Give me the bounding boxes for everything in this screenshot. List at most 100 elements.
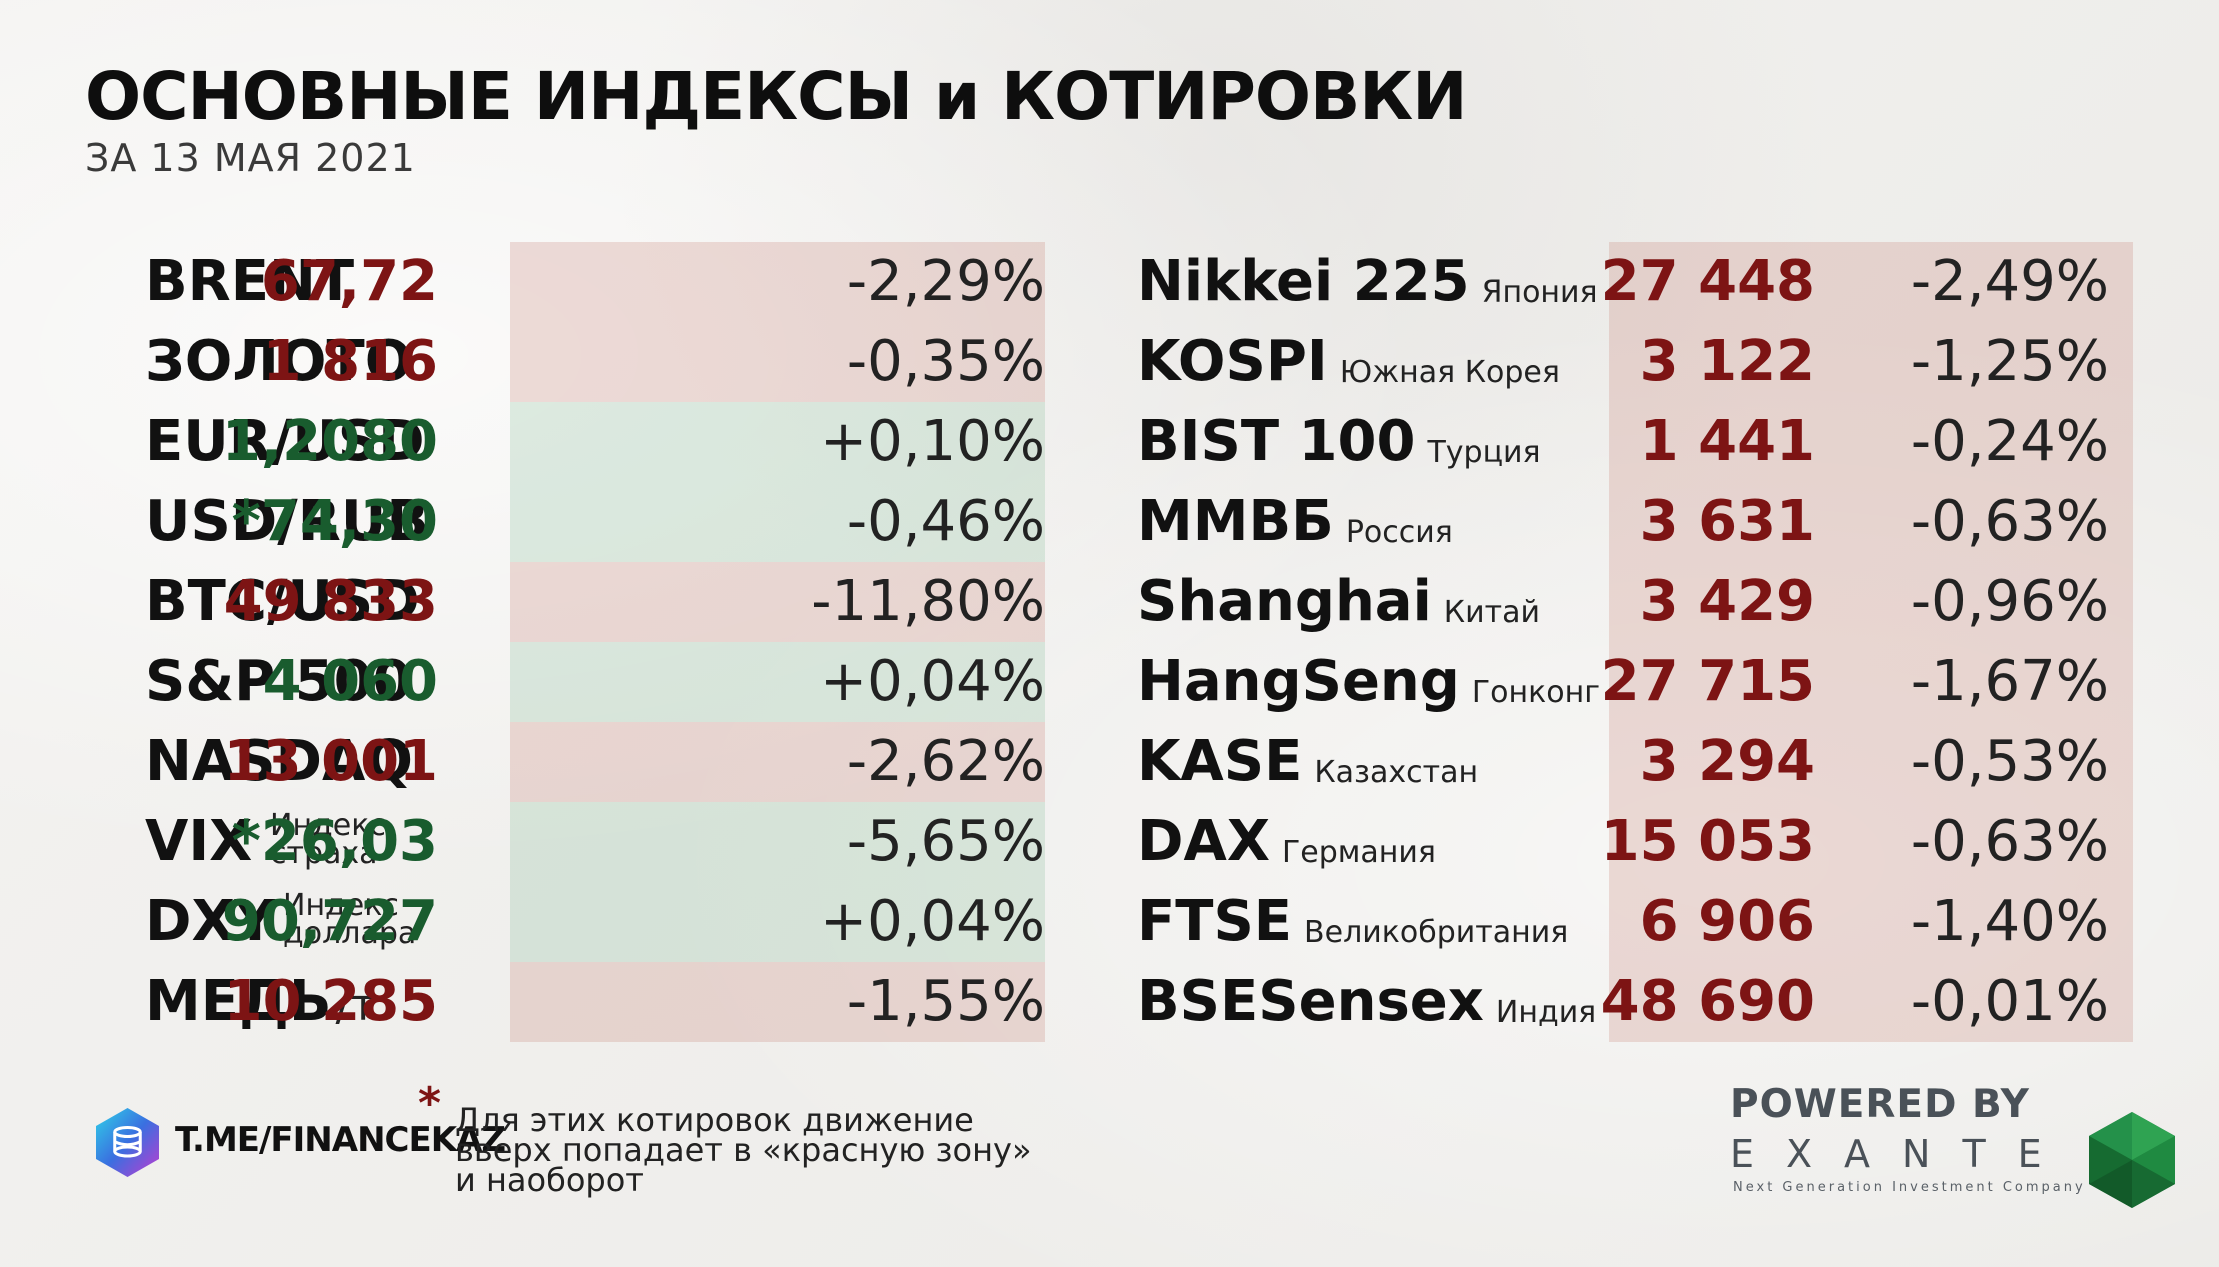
- footnote-asterisk: *: [418, 1078, 442, 1129]
- footnote-line: и наоборот: [455, 1161, 644, 1199]
- table-row: Shanghai Китай 3 429 -0,96%: [1137, 562, 2133, 642]
- table-row: HangSeng Гонконг 27 715 -1,67%: [1137, 642, 2133, 722]
- index-change: -1,67%: [1910, 649, 2109, 714]
- index-value: 1 441: [1639, 409, 1815, 474]
- index-change: -1,40%: [1910, 889, 2109, 954]
- note-line: доллара: [283, 916, 417, 951]
- red-zone-cell: [1609, 402, 2133, 482]
- instrument-value: 67,72: [260, 249, 438, 314]
- red-zone-cell: [510, 242, 1045, 322]
- index-name-text: ММВБ: [1137, 489, 1334, 554]
- red-zone-cell: [1609, 642, 2133, 722]
- index-value: 3 429: [1639, 569, 1815, 634]
- table-row: NASDAQ 13 001 -2,62%: [145, 722, 1045, 802]
- note-line: Индекс: [270, 808, 386, 843]
- page-subtitle: ЗА 13 МАЯ 2021: [85, 136, 416, 180]
- table-row: ММВБ Россия 3 631 -0,63%: [1137, 482, 2133, 562]
- index-name-text: KASE: [1137, 729, 1303, 794]
- index-country: Турция: [1427, 435, 1541, 470]
- instrument-name: S&P 500: [145, 649, 412, 714]
- page-title: ОСНОВНЫЕ ИНДЕКСЫ и КОТИРОВКИ: [85, 58, 1467, 135]
- table-row: VIX Индекс страха *26,03 -5,65%: [145, 802, 1045, 882]
- instrument-name: ЗОЛОТО: [145, 329, 413, 394]
- red-zone-cell: [1609, 962, 2133, 1042]
- instrument-name: BTC/USD: [145, 569, 420, 634]
- index-change: -0,96%: [1910, 569, 2109, 634]
- instrument-change: +0,04%: [820, 649, 1045, 714]
- index-country: Казахстан: [1314, 755, 1479, 790]
- footnote-line: Для этих котировок движение: [455, 1101, 974, 1139]
- instrument-value: *74,30: [231, 489, 438, 554]
- green-zone-cell: [510, 802, 1045, 882]
- table-row: Nikkei 225 Япония 27 448 -2,49%: [1137, 242, 2133, 322]
- index-value: 48 690: [1600, 969, 1815, 1034]
- table-row: BTC/USD 49 833 -11,80%: [145, 562, 1045, 642]
- index-name: ММВБ Россия: [1137, 482, 1453, 562]
- table-row: BIST 100 Турция 1 441 -0,24%: [1137, 402, 2133, 482]
- table-row: BSESensex Индия 48 690 -0,01%: [1137, 962, 2133, 1042]
- index-name-text: FTSE: [1137, 889, 1293, 954]
- table-row: DAX Германия 15 053 -0,63%: [1137, 802, 2133, 882]
- telegram-channel-link[interactable]: T.ME/FINANCEKAZ: [175, 1120, 506, 1160]
- instrument-value: 4 060: [262, 649, 438, 714]
- index-value: 15 053: [1600, 809, 1815, 874]
- instrument-change: -2,62%: [846, 729, 1045, 794]
- instrument-name: VIX: [145, 809, 253, 874]
- green-zone-cell: [510, 402, 1045, 482]
- green-zone-cell: [510, 642, 1045, 722]
- instrument-change: +0,04%: [820, 889, 1045, 954]
- index-name-text: BIST 100: [1137, 409, 1416, 474]
- index-value: 6 906: [1639, 889, 1815, 954]
- powered-by-label: POWERED BY: [1730, 1082, 2030, 1127]
- instrument-change: -5,65%: [846, 809, 1045, 874]
- instrument-note: Индекс страха: [270, 808, 386, 869]
- instrument-value: 13 001: [223, 729, 438, 794]
- exante-logo-text: EXANTE: [1730, 1132, 2074, 1176]
- index-name: FTSE Великобритания: [1137, 882, 1568, 962]
- index-country: Гонконг: [1471, 675, 1600, 710]
- index-name: HangSeng Гонконг: [1137, 642, 1600, 722]
- red-zone-cell: [510, 722, 1045, 802]
- index-value: 27 715: [1600, 649, 1815, 714]
- index-country: Великобритания: [1304, 915, 1569, 950]
- red-zone-cell: [510, 562, 1045, 642]
- instrument-name: USD/RUB: [145, 489, 430, 554]
- index-value: 3 122: [1639, 329, 1815, 394]
- instrument-change: +0,10%: [820, 409, 1045, 474]
- index-country: Индия: [1495, 995, 1597, 1030]
- red-zone-cell: [1609, 802, 2133, 882]
- index-name-text: BSESensex: [1137, 969, 1484, 1034]
- instrument-name-text: МЕДЬ: [145, 969, 332, 1034]
- index-name: BIST 100 Турция: [1137, 402, 1541, 482]
- index-country: Южная Корея: [1339, 355, 1560, 390]
- footnote: Для этих котировок движение вверх попада…: [455, 1101, 1095, 1199]
- green-zone-cell: [510, 882, 1045, 962]
- index-country: Германия: [1282, 835, 1436, 870]
- instrument-change: -0,35%: [846, 329, 1045, 394]
- index-name-text: DAX: [1137, 809, 1270, 874]
- red-zone-cell: [1609, 322, 2133, 402]
- instrument-name: NASDAQ: [145, 729, 413, 794]
- index-value: 27 448: [1600, 249, 1815, 314]
- index-value: 3 631: [1639, 489, 1815, 554]
- table-row: KASE Казахстан 3 294 -0,53%: [1137, 722, 2133, 802]
- instrument-change: -2,29%: [846, 249, 1045, 314]
- red-zone-cell: [1609, 882, 2133, 962]
- index-country: Япония: [1481, 275, 1598, 310]
- index-name-text: KOSPI: [1137, 329, 1328, 394]
- exante-gem-icon: [2089, 1112, 2175, 1208]
- instrument-name: DXY: [145, 889, 276, 954]
- index-name-text: Nikkei 225: [1137, 249, 1470, 314]
- instrument-value: 90,727: [221, 889, 438, 954]
- instrument-change: -11,80%: [811, 569, 1045, 634]
- green-zone-cell: [510, 482, 1045, 562]
- table-row: EUR/USD 1,2080 +0,10%: [145, 402, 1045, 482]
- index-change: -0,63%: [1910, 809, 2109, 874]
- instrument-name: EUR/USD: [145, 409, 425, 474]
- index-change: -0,63%: [1910, 489, 2109, 554]
- instrument-change: -0,46%: [846, 489, 1045, 554]
- red-zone-cell: [510, 962, 1045, 1042]
- red-zone-cell: [510, 322, 1045, 402]
- index-name: BSESensex Индия: [1137, 962, 1596, 1042]
